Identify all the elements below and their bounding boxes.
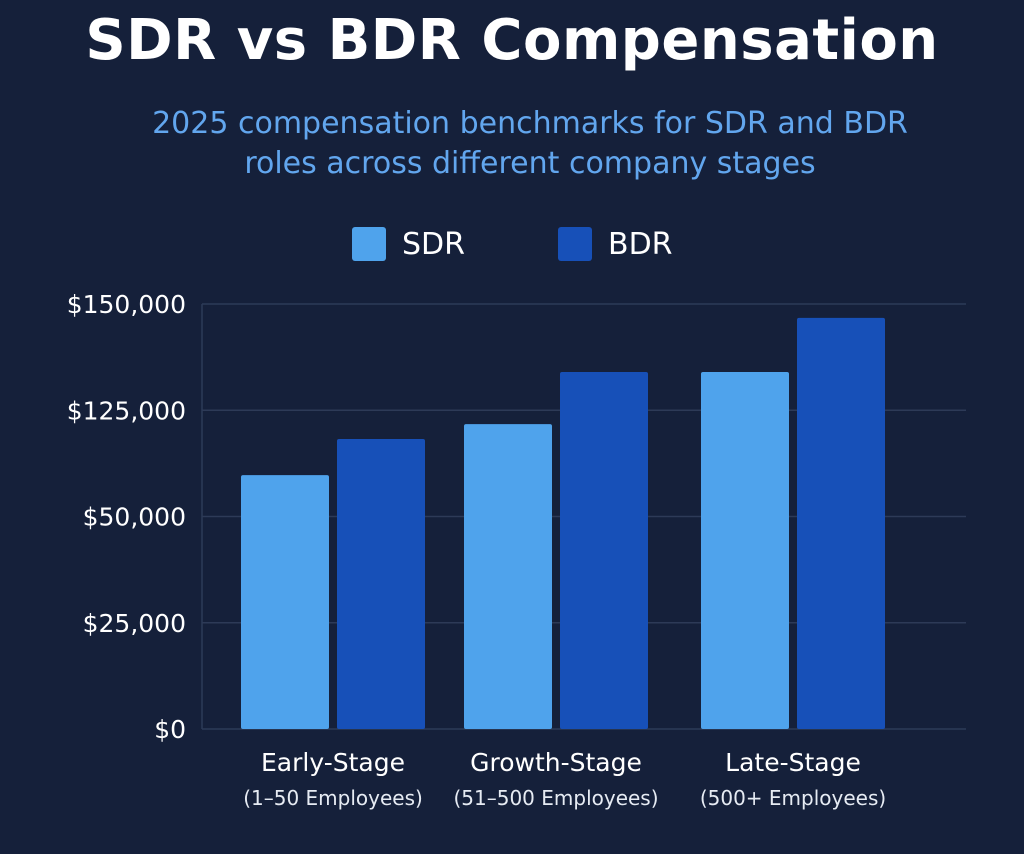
subtitle-line-2: roles across different company stages — [244, 146, 816, 181]
chart-legend: SDR BDR — [0, 222, 1024, 266]
bar-sdr-late-stage — [701, 372, 789, 729]
x-category-label: Early-Stage — [261, 748, 405, 777]
bar-bdr-early-stage — [337, 438, 425, 729]
bar-bdr-late-stage — [797, 317, 885, 729]
bar-sdr-early-stage — [241, 475, 329, 729]
legend-label-bdr: BDR — [608, 226, 673, 262]
legend-item-bdr: BDR — [558, 222, 673, 266]
bar-bdr-growth-stage — [560, 372, 648, 729]
x-category-sublabel: (51–500 Employees) — [453, 786, 658, 810]
y-tick-label: $50,000 — [83, 503, 186, 532]
y-tick-label: $25,000 — [83, 609, 186, 638]
legend-swatch-bdr — [558, 227, 592, 261]
x-category-label: Late-Stage — [725, 748, 861, 777]
legend-swatch-sdr — [352, 227, 386, 261]
subtitle-line-1: 2025 compensation benchmarks for SDR and… — [152, 106, 908, 141]
chart-subtitle: 2025 compensation benchmarks for SDR and… — [90, 104, 970, 184]
x-category-sublabel: (500+ Employees) — [700, 786, 886, 810]
y-tick-label: $125,000 — [67, 396, 186, 425]
y-tick-label: $150,000 — [67, 290, 186, 319]
x-category-sublabel: (1–50 Employees) — [243, 786, 423, 810]
legend-label-sdr: SDR — [402, 226, 465, 262]
chart-title: SDR vs BDR Compensation — [85, 8, 939, 73]
bar-sdr-growth-stage — [464, 424, 552, 729]
y-tick-label: $0 — [154, 715, 186, 744]
x-category-label: Growth-Stage — [470, 748, 642, 777]
legend-item-sdr: SDR — [352, 222, 465, 266]
